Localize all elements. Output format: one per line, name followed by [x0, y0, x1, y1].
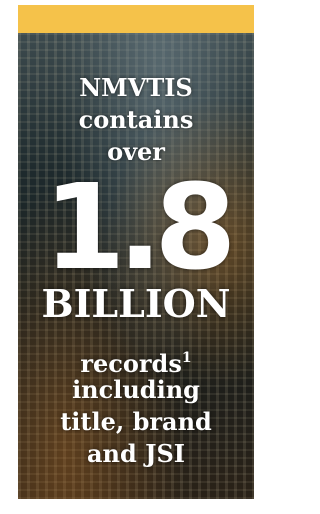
page: NMVTIS contains over 1.8 BILLION records… [0, 0, 256, 514]
yellow-band [18, 5, 254, 33]
intro-line: contains [18, 104, 254, 136]
footnote-marker: 1 [182, 350, 192, 366]
detail-line: including [18, 374, 254, 406]
big-number: 1.8 [18, 172, 254, 282]
detail-line: title, brand [18, 406, 254, 438]
unit: BILLION [18, 282, 254, 326]
detail-line: and JSI [18, 438, 254, 470]
intro-line: NMVTIS [18, 72, 254, 104]
